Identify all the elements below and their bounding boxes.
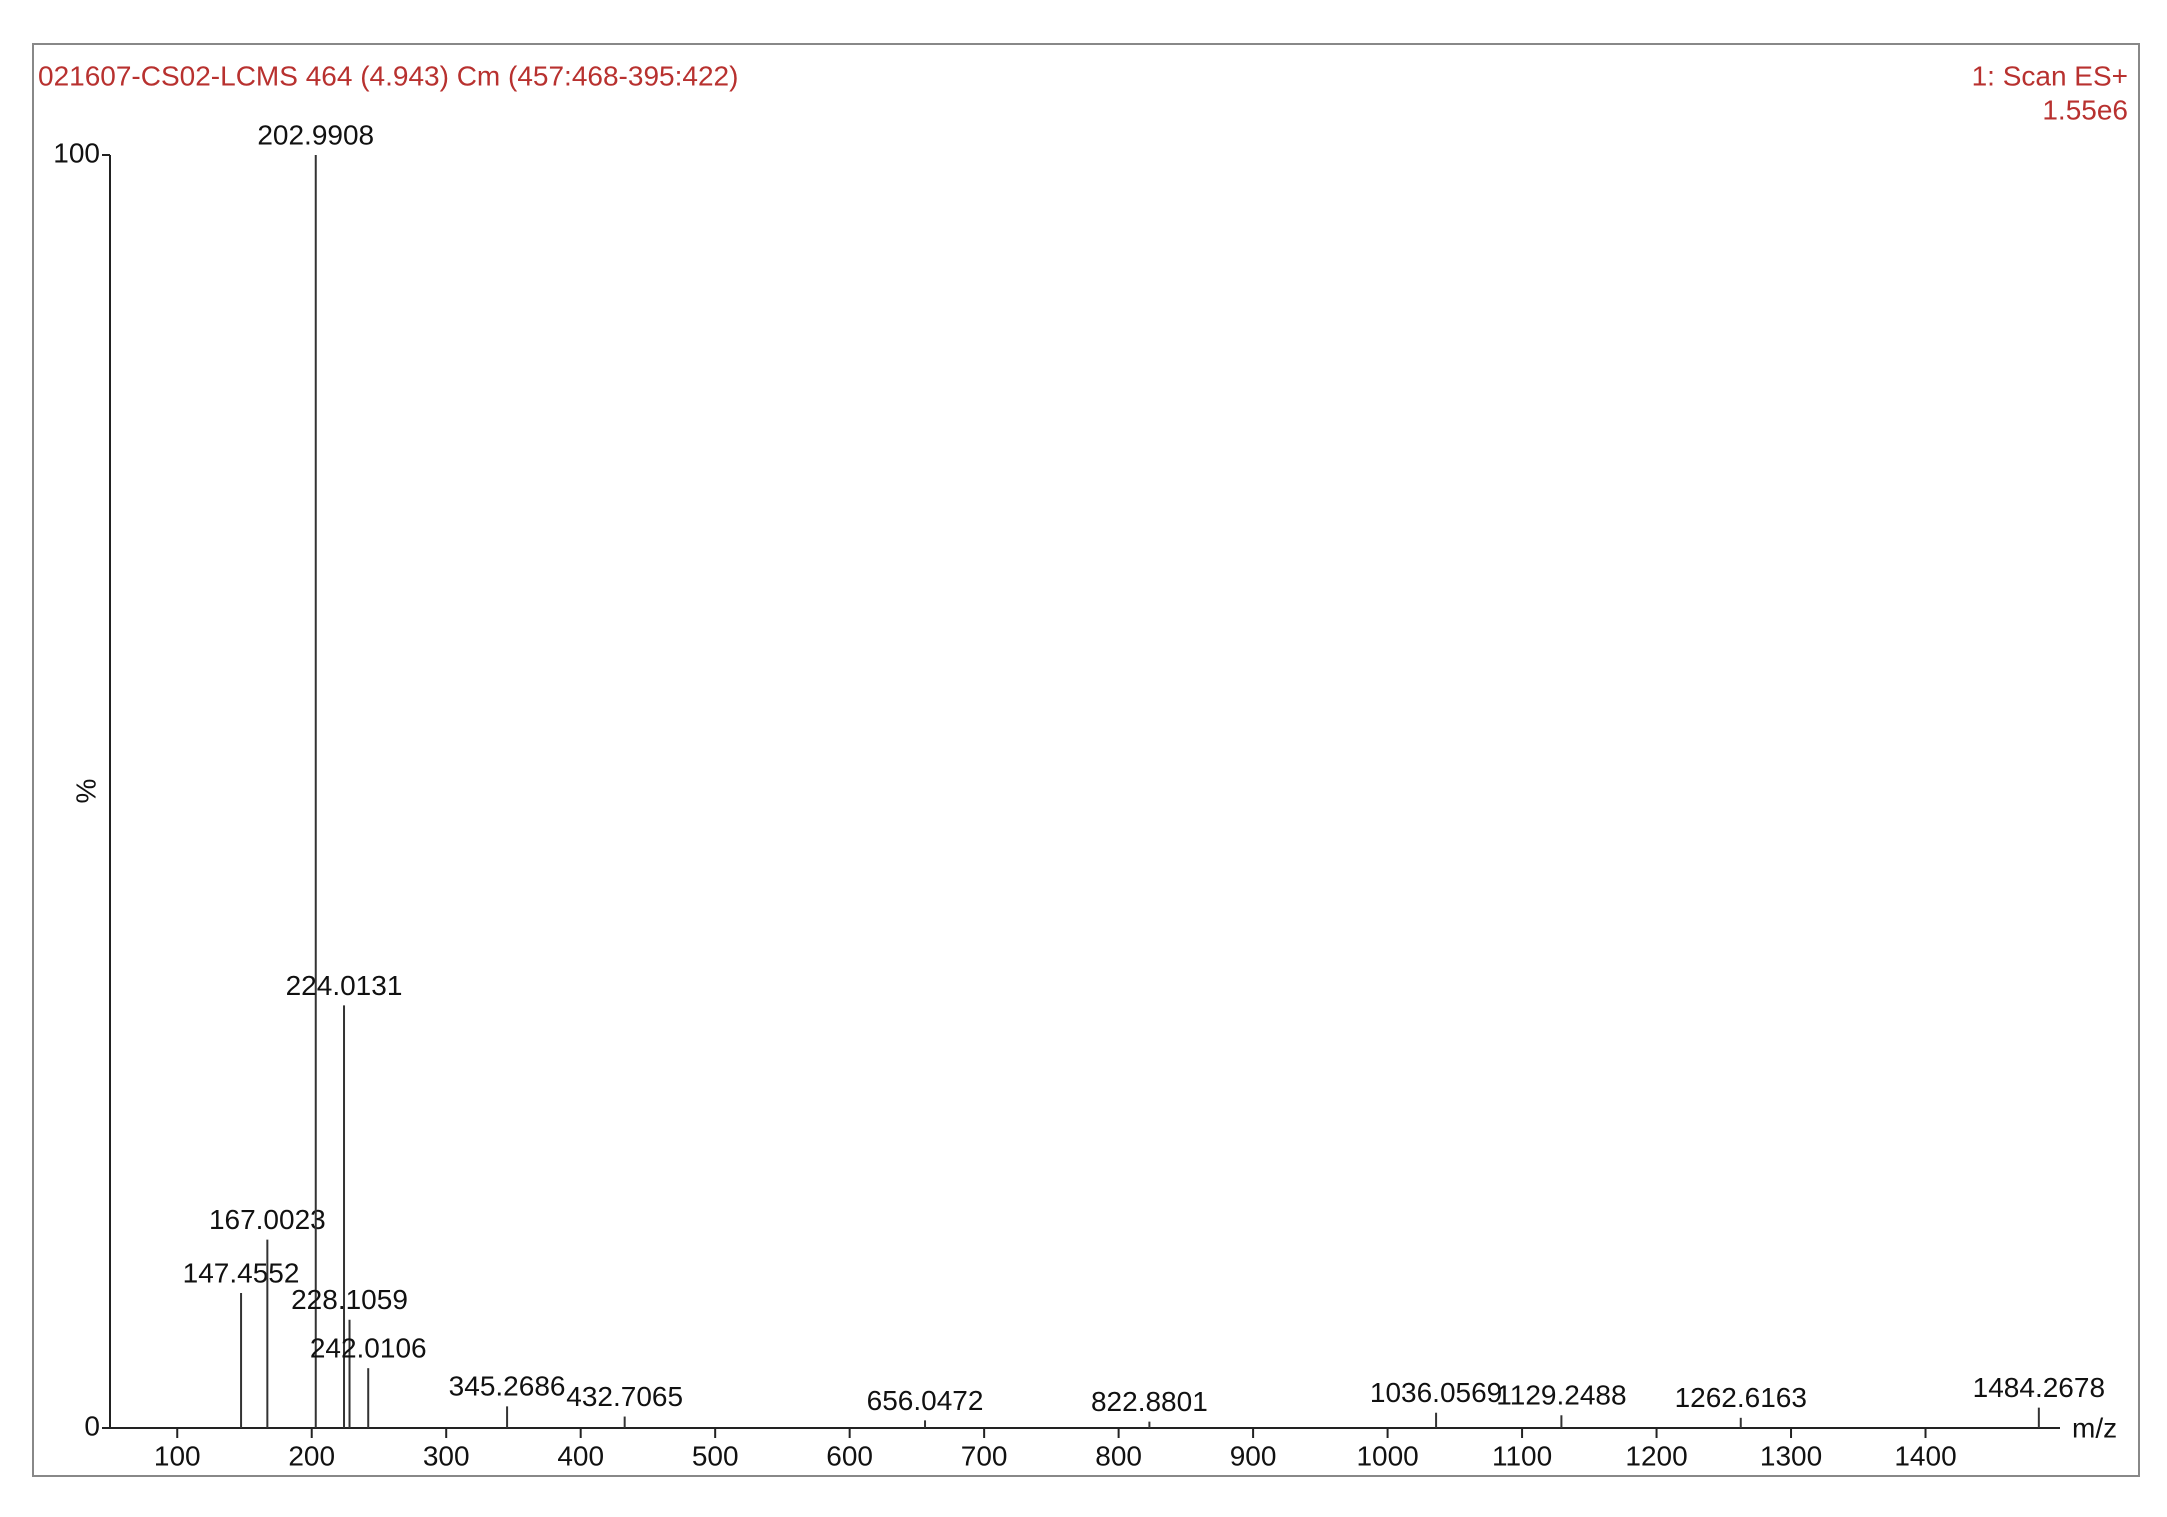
y-axis-label: % — [70, 779, 101, 804]
x-tick-label: 1000 — [1356, 1440, 1418, 1471]
x-tick-label: 500 — [692, 1440, 739, 1471]
x-tick-label: 200 — [288, 1440, 335, 1471]
peak-label: 1129.2488 — [1496, 1380, 1626, 1411]
scale-label: 1.55e6 — [2042, 94, 2128, 125]
peak-label: 656.0472 — [867, 1385, 984, 1416]
y-tick-label: 100 — [53, 137, 100, 168]
x-tick-label: 1300 — [1760, 1440, 1822, 1471]
peak-label: 1036.0569 — [1370, 1377, 1502, 1408]
x-axis-label: m/z — [2072, 1412, 2117, 1443]
x-tick-label: 300 — [423, 1440, 470, 1471]
x-tick-label: 700 — [961, 1440, 1008, 1471]
chart-title: 021607-CS02-LCMS 464 (4.943) Cm (457:468… — [38, 60, 738, 91]
x-tick-label: 400 — [557, 1440, 604, 1471]
x-tick-label: 900 — [1230, 1440, 1277, 1471]
peak-label: 228.1059 — [291, 1284, 408, 1315]
frame — [32, 43, 2140, 1477]
x-tick-label: 100 — [154, 1440, 201, 1471]
x-tick-label: 1200 — [1625, 1440, 1687, 1471]
peak-label: 167.0023 — [209, 1204, 326, 1235]
peak-label: 1262.6163 — [1675, 1382, 1807, 1413]
x-tick-label: 600 — [826, 1440, 873, 1471]
peak-label: 242.0106 — [310, 1333, 427, 1364]
x-tick-label: 1400 — [1894, 1440, 1956, 1471]
scan-label: 1: Scan ES+ — [1972, 60, 2128, 91]
peak-label: 147.4552 — [183, 1257, 300, 1288]
x-tick-label: 1100 — [1492, 1440, 1552, 1471]
peak-label: 345.2686 — [449, 1371, 566, 1402]
x-tick-label: 800 — [1095, 1440, 1142, 1471]
y-tick-label: 0 — [84, 1410, 100, 1441]
peak-label: 202.9908 — [257, 119, 374, 150]
peak-label: 224.0131 — [286, 970, 403, 1001]
peak-label: 822.8801 — [1091, 1386, 1208, 1417]
peak-label: 432.7065 — [566, 1381, 683, 1412]
peak-label: 1484.2678 — [1973, 1372, 2105, 1403]
